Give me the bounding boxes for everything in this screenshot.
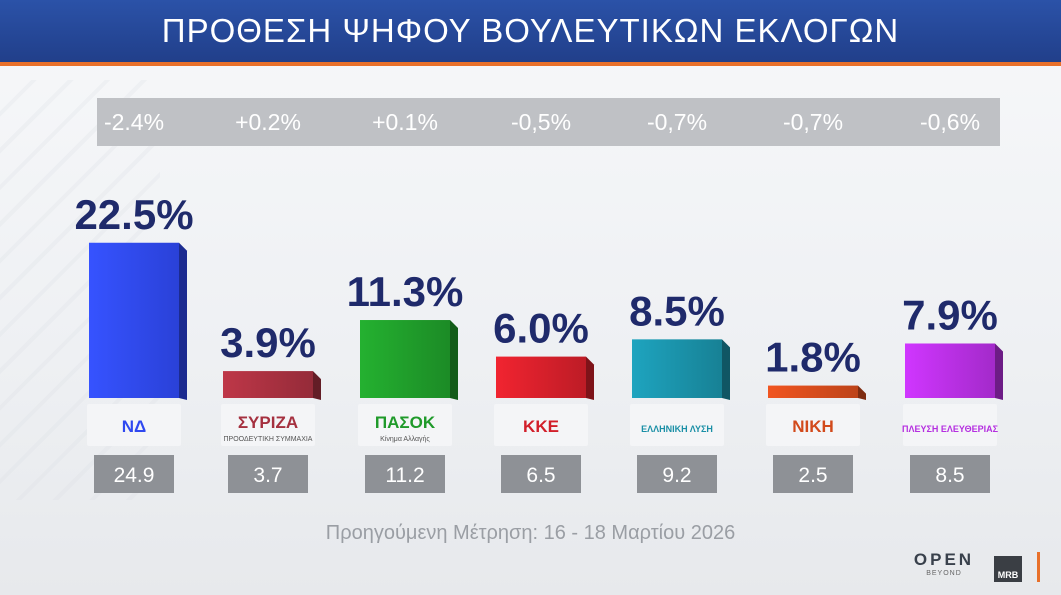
bar-group-1 xyxy=(223,371,321,400)
value-label: 6.0% xyxy=(493,305,589,352)
bar-side xyxy=(858,385,866,400)
change-label: +0.2% xyxy=(235,109,301,135)
change-label: -0,7% xyxy=(782,109,844,135)
previous-value-label: 6.5 xyxy=(526,464,555,487)
bar xyxy=(768,385,858,398)
bar-group-2 xyxy=(360,320,458,400)
previous-value-label: 2.5 xyxy=(798,464,827,487)
bar-group-4 xyxy=(632,339,730,400)
previous-value-box xyxy=(637,455,717,493)
previous-measurement-note: Προηγούμενη Μέτρηση: 16 - 18 Μαρτίου 202… xyxy=(325,522,736,544)
party-logo-1 xyxy=(221,404,315,446)
change-strip: -2.4% +0.2% +0.1% -0,5% -0,7% -0,7% -0,6% xyxy=(97,98,1000,146)
bar xyxy=(223,371,313,398)
title-bar: ΠΡΟΘΕΣΗ ΨΗΦΟΥ ΒΟΥΛΕΥΤΙΚΩΝ ΕΚΛΟΓΩΝ xyxy=(0,0,1061,66)
page-title: ΠΡΟΘΕΣΗ ΨΗΦΟΥ ΒΟΥΛΕΥΤΙΚΩΝ ΕΚΛΟΓΩΝ xyxy=(161,12,900,49)
party-logo-text: ΝΔ xyxy=(122,417,147,436)
party-logo-6 xyxy=(903,404,997,446)
party-logo-5 xyxy=(766,404,860,446)
party-logo-2 xyxy=(358,404,452,446)
party-logo-subtext: Κίνημα Αλλαγής xyxy=(380,435,430,443)
party-logo-text: ΕΛΛΗΝΙΚΗ ΛΥΣΗ xyxy=(641,424,713,434)
previous-value-label: 11.2 xyxy=(385,464,424,487)
bar-group-6 xyxy=(905,343,1003,400)
mrb-logo: MRB xyxy=(994,556,1022,582)
change-label: -0,5% xyxy=(510,109,572,135)
value-label: 8.5% xyxy=(629,287,725,334)
bar xyxy=(360,320,450,398)
party-logo-text: ΣΥΡΙΖΑ xyxy=(238,413,298,432)
previous-value-box xyxy=(228,455,308,493)
party-logo-subtext: ΠΡΟΟΔΕΥΤΙΚΗ ΣΥΜΜΑΧΙΑ xyxy=(224,436,313,443)
party-logo-3 xyxy=(494,404,588,446)
previous-value-box xyxy=(501,455,581,493)
open-logo-subtext: BEYOND xyxy=(926,570,962,577)
value-label: 11.3% xyxy=(347,268,464,315)
change-label: -0,6% xyxy=(919,109,981,135)
change-label: +0.1% xyxy=(372,109,438,135)
bar-side xyxy=(995,343,1003,400)
previous-value-box xyxy=(910,455,990,493)
bar-group-0 xyxy=(89,242,187,400)
bar xyxy=(905,343,995,398)
previous-value-box xyxy=(773,455,853,493)
previous-value-box xyxy=(94,455,174,493)
party-logo-4 xyxy=(630,404,724,446)
previous-value-label: 24.9 xyxy=(114,464,155,487)
party-logo-text: ΝΙΚΗ xyxy=(792,417,834,436)
value-label: 22.5% xyxy=(74,191,193,238)
bar-side xyxy=(450,320,458,400)
previous-value-box xyxy=(365,455,445,493)
value-label: 3.9% xyxy=(220,319,316,366)
party-logo-0 xyxy=(87,404,181,446)
bar-side xyxy=(586,356,594,400)
party-logo-text: ΠΛΕΥΣΗ ΕΛΕΥΘΕΡΙΑΣ xyxy=(902,424,999,434)
open-logo: OPEN BEYOND xyxy=(912,550,976,586)
bar-side xyxy=(179,242,187,400)
change-label: -2.4% xyxy=(103,109,165,135)
bar xyxy=(632,339,722,398)
bar xyxy=(89,242,179,398)
bar-group-3 xyxy=(496,356,594,400)
previous-value-label: 9.2 xyxy=(662,464,691,487)
bar-side xyxy=(313,371,321,400)
bar-side xyxy=(722,339,730,400)
value-label: 1.8% xyxy=(765,334,861,381)
open-logo-text: OPEN xyxy=(913,550,975,569)
accent-divider xyxy=(1037,552,1040,582)
previous-value-label: 3.7 xyxy=(253,464,282,487)
value-label: 7.9% xyxy=(902,291,998,338)
bar-group-5 xyxy=(768,385,866,400)
previous-value-label: 8.5 xyxy=(935,464,964,487)
party-logo-text: ΠΑΣΟΚ xyxy=(375,413,436,432)
bar xyxy=(496,356,586,398)
change-label: -0,7% xyxy=(646,109,708,135)
party-logo-text: ΚΚΕ xyxy=(523,417,559,436)
